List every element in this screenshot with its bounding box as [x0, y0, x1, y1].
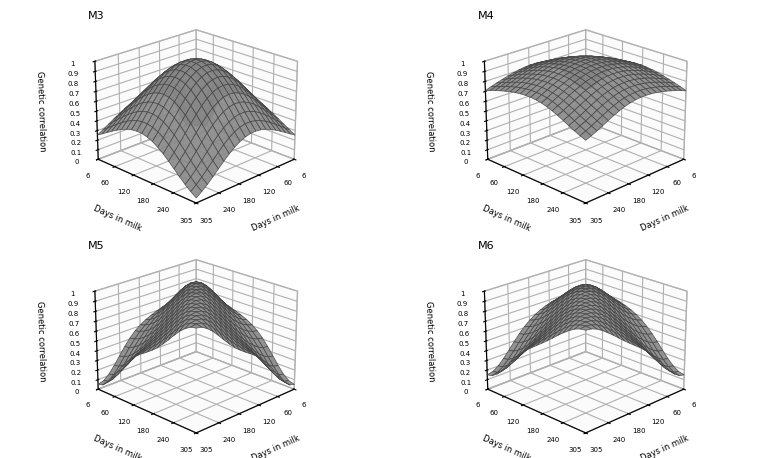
X-axis label: Days in milk: Days in milk	[250, 434, 301, 458]
Text: M5: M5	[88, 241, 105, 251]
Y-axis label: Days in milk: Days in milk	[92, 204, 143, 233]
Text: M4: M4	[478, 11, 494, 21]
X-axis label: Days in milk: Days in milk	[639, 204, 691, 233]
X-axis label: Days in milk: Days in milk	[639, 434, 691, 458]
Text: M6: M6	[478, 241, 494, 251]
Y-axis label: Days in milk: Days in milk	[92, 434, 143, 458]
Text: M3: M3	[88, 11, 105, 21]
Y-axis label: Days in milk: Days in milk	[481, 434, 532, 458]
X-axis label: Days in milk: Days in milk	[250, 204, 301, 233]
Y-axis label: Days in milk: Days in milk	[481, 204, 532, 233]
